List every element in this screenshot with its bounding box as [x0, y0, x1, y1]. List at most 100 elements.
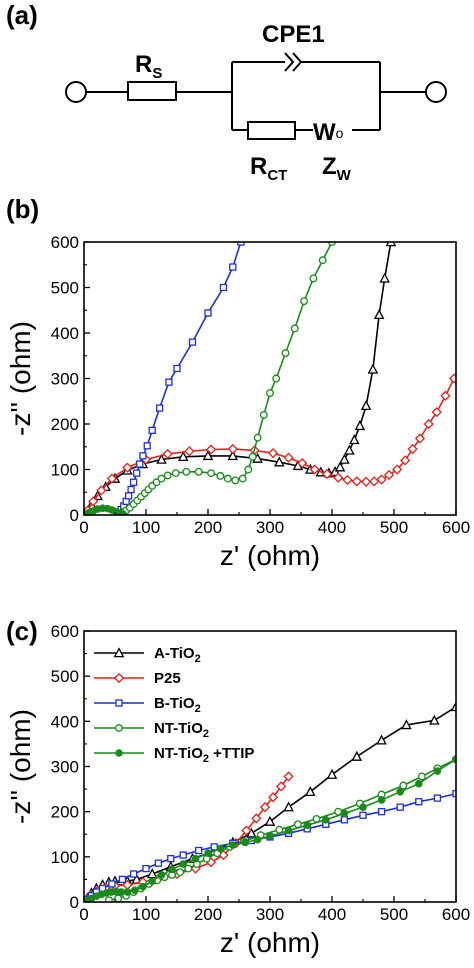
data-point: [264, 815, 276, 826]
panel-b-label: (b): [6, 194, 39, 224]
data-point: [119, 510, 127, 515]
y-tick-label: 300: [51, 758, 79, 777]
data-point: [202, 450, 214, 461]
data-point: [452, 755, 456, 764]
rct-resistor: [247, 121, 296, 140]
series-ntt: [84, 755, 456, 902]
data-point: [148, 877, 156, 886]
legend-item: B-TiO2: [94, 695, 201, 715]
data-point: [367, 363, 379, 374]
y-axis-label: -z'' (ohm): [5, 709, 36, 824]
data-point: [450, 701, 456, 712]
data-point: [210, 843, 218, 851]
data-point: [139, 882, 147, 891]
data-point: [359, 811, 367, 819]
data-point: [383, 469, 395, 481]
data-point: [195, 846, 203, 855]
legend-marker: [113, 647, 125, 658]
y-tick-label: 0: [70, 506, 79, 525]
data-point: [328, 242, 336, 246]
data-point: [391, 464, 403, 475]
data-point: [167, 854, 175, 863]
data-point: [96, 485, 107, 496]
data-point: [354, 420, 366, 431]
data-point: [452, 789, 456, 798]
x-tick-label: 400: [318, 518, 346, 537]
cpe-element: [284, 52, 303, 72]
data-point: [379, 272, 390, 283]
panel-a-label: (a): [6, 0, 38, 30]
data-point: [173, 364, 181, 373]
data-point: [297, 458, 308, 469]
legend-label: P25: [154, 670, 181, 687]
data-point: [155, 404, 164, 412]
data-point: [168, 865, 176, 874]
series-a: [84, 242, 397, 515]
x-tick-label: 500: [380, 905, 408, 924]
data-point: [229, 263, 237, 271]
data-point: [303, 821, 312, 830]
legend-marker: [115, 699, 123, 707]
data-point: [377, 796, 386, 804]
data-point: [318, 256, 327, 265]
data-point: [399, 781, 408, 790]
data-point: [238, 474, 247, 483]
data-point: [216, 471, 225, 480]
plot-frame: [83, 630, 457, 903]
x-tick-label: 0: [79, 518, 88, 537]
data-point: [300, 297, 309, 306]
data-point: [309, 274, 318, 283]
data-point: [360, 400, 372, 411]
data-point: [123, 888, 132, 896]
cpe-label: CPE1: [262, 21, 325, 48]
chart-b: 0 100 200 300 400 500 600 0 100 200 300 400 500 600 z'…: [5, 233, 470, 571]
data-point: [219, 283, 228, 292]
data-point: [276, 781, 287, 792]
plot-area: [84, 242, 456, 515]
data-point: [351, 750, 363, 761]
data-point: [129, 478, 138, 486]
y-tick-label: 100: [51, 461, 79, 480]
data-point: [340, 816, 349, 824]
y-tick-label: 400: [51, 324, 79, 343]
data-point: [229, 841, 237, 849]
data-point: [369, 476, 380, 487]
data-point: [283, 801, 294, 812]
data-point: [131, 886, 139, 895]
series-nt: [114, 242, 336, 515]
equivalent-circuit: [65, 52, 447, 140]
x-tick-label: 200: [194, 518, 222, 537]
data-point: [272, 374, 281, 383]
legend-marker: [115, 724, 123, 732]
y-tick-label: 600: [51, 622, 79, 641]
x-tick-label: 0: [79, 905, 88, 924]
data-point: [266, 832, 274, 840]
data-point: [104, 896, 113, 902]
data-point: [184, 446, 195, 457]
data-point: [124, 492, 133, 500]
data-point: [191, 854, 200, 863]
data-point: [259, 802, 271, 813]
data-point: [133, 469, 141, 477]
data-point: [204, 309, 212, 317]
y-tick-label: 500: [51, 667, 79, 686]
data-point: [237, 242, 245, 246]
data-point: [165, 378, 173, 386]
y-tick-label: 0: [70, 893, 79, 912]
data-point: [415, 779, 423, 788]
data-point: [127, 485, 135, 494]
data-point: [142, 864, 150, 873]
legend-label: NT-TiO2: [154, 720, 209, 740]
data-point: [400, 455, 411, 466]
data-point: [184, 864, 193, 873]
data-point: [283, 771, 294, 782]
left-terminal: [65, 81, 87, 103]
data-point: [283, 452, 294, 463]
data-point: [231, 476, 240, 485]
rs-resistor: [127, 81, 177, 101]
data-point: [359, 803, 367, 811]
wo-label: Wo: [313, 119, 344, 146]
legend-label: A-TiO2: [154, 645, 201, 665]
legend-item: P25: [94, 670, 181, 687]
